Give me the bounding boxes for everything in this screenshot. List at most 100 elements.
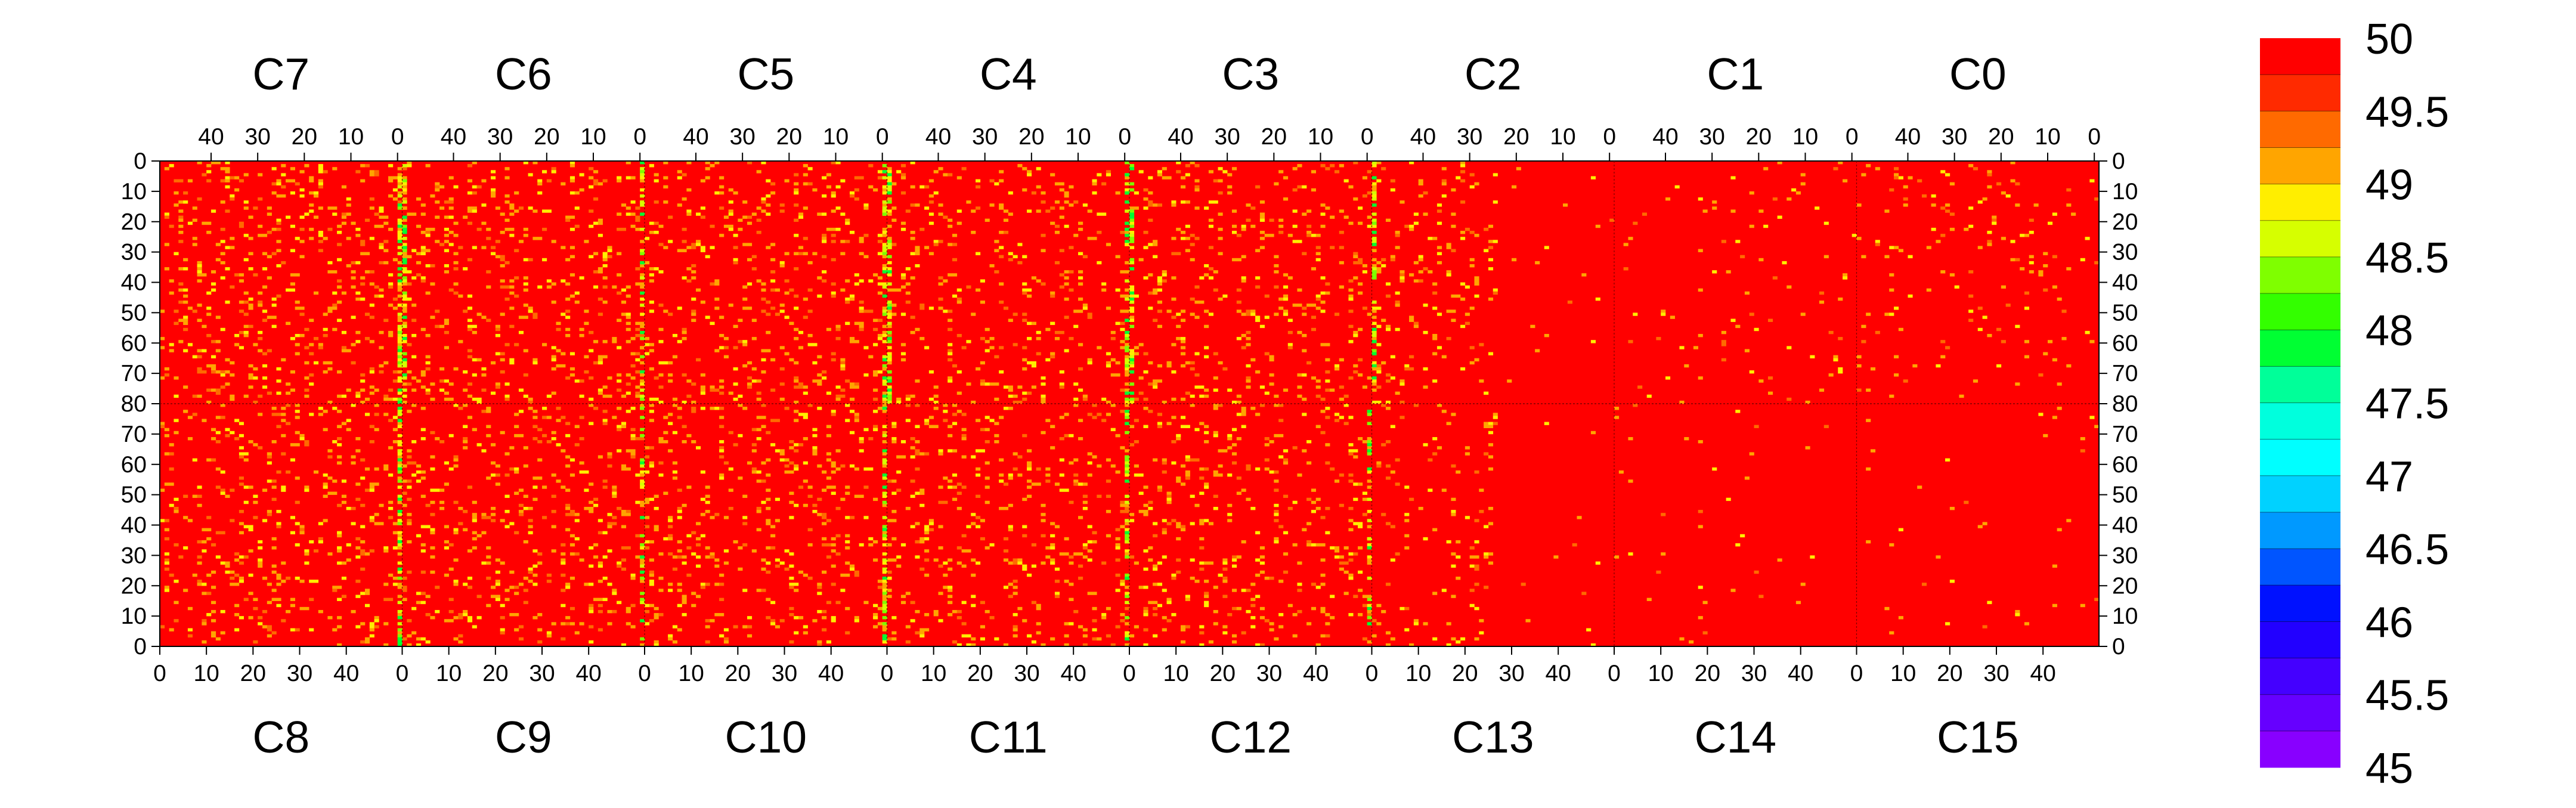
heatmap-cell (1474, 276, 1479, 280)
heatmap-cell (589, 609, 594, 614)
heatmap-cell (1945, 173, 1950, 177)
heatmap-cell (309, 179, 314, 182)
heatmap-cell (397, 234, 402, 237)
heatmap-cell (900, 600, 906, 605)
heatmap-cell (910, 525, 915, 528)
heatmap-cell (1404, 513, 1410, 516)
heatmap-cell (1259, 385, 1265, 389)
heatmap-cell (267, 510, 272, 513)
heatmap-cell (565, 488, 571, 492)
heatmap-cell (369, 270, 374, 274)
heatmap-cell (1460, 367, 1466, 371)
heatmap-cell (295, 410, 300, 413)
heatmap-cell (1353, 252, 1358, 256)
heatmap-cell (710, 619, 715, 623)
heatmap-cell (649, 603, 654, 608)
heatmap-cell (1721, 358, 1726, 362)
heatmap-cell (467, 394, 473, 398)
heatmap-cell (645, 446, 650, 450)
heatmap-cell (770, 243, 776, 246)
heatmap-cell (1460, 179, 1466, 182)
heatmap-cell (593, 221, 599, 225)
heatmap-cell (668, 589, 673, 592)
heatmap-cell (565, 327, 571, 332)
heatmap-cell (258, 349, 263, 352)
heatmap-cell (491, 443, 496, 447)
heatmap-cell (281, 485, 286, 489)
heatmap-cell (425, 640, 431, 644)
heatmap-cell (1236, 476, 1241, 480)
heatmap-cell (472, 519, 477, 522)
heatmap-cell (1054, 567, 1060, 571)
heatmap-cell (1250, 598, 1256, 601)
heatmap-cell (719, 425, 724, 428)
heatmap-cell (439, 488, 445, 492)
heatmap-cell (1143, 197, 1148, 201)
heatmap-cell (822, 543, 827, 547)
heatmap-cell (784, 470, 789, 474)
heatmap-cell (1977, 200, 1983, 204)
heatmap-cell (733, 324, 738, 329)
heatmap-cell (183, 267, 188, 271)
heatmap-cell (840, 288, 846, 292)
heatmap-cell (1027, 461, 1032, 465)
heatmap-cell (812, 449, 818, 453)
heatmap-cell (1306, 224, 1312, 228)
heatmap-cell (281, 173, 286, 177)
heatmap-cell (1166, 422, 1172, 425)
heatmap-cell (1488, 246, 1494, 249)
heatmap-cell (458, 640, 463, 644)
heatmap-cell (1241, 589, 1246, 592)
heatmap-cell (863, 255, 869, 259)
heatmap-cell (845, 297, 850, 301)
heatmap-cell (630, 337, 636, 340)
heatmap-cell (1586, 628, 1592, 631)
heatmap-cell (1358, 358, 1363, 362)
heatmap-cell (374, 388, 379, 392)
heatmap-cell (267, 600, 272, 605)
heatmap-cell (239, 346, 244, 349)
heatmap-cell (994, 434, 999, 438)
heatmap-cell (1050, 558, 1055, 562)
heatmap-cell (1992, 218, 1997, 222)
heatmap-cell (1661, 552, 1666, 556)
heatmap-cell (1633, 404, 1638, 407)
heatmap-cell (561, 485, 566, 489)
heatmap-cell (928, 252, 934, 256)
heatmap-cell (1064, 276, 1069, 280)
heatmap-cell (565, 258, 571, 262)
heatmap-cell (309, 227, 314, 231)
heatmap-cell (569, 191, 575, 195)
heatmap-cell (1488, 267, 1494, 271)
heatmap-cell (1325, 370, 1330, 374)
heatmap-cell (1041, 249, 1046, 252)
heatmap-cell (900, 343, 906, 346)
heatmap-cell (831, 485, 836, 489)
heatmap-cell (248, 440, 253, 444)
heatmap-cell (546, 631, 552, 634)
heatmap-cell (1287, 234, 1293, 237)
heatmap-cell (891, 519, 897, 522)
heatmap-cell (1358, 221, 1363, 225)
heatmap-cell (626, 312, 631, 316)
heatmap-cell (649, 583, 654, 586)
heatmap-cell (654, 528, 659, 531)
heatmap-cell (948, 434, 953, 438)
heatmap-cell (1358, 525, 1363, 528)
heatmap-cell (2043, 264, 2048, 268)
heatmap-cell (756, 470, 761, 474)
heatmap-cell (695, 564, 701, 568)
heatmap-cell (528, 397, 533, 401)
heatmap-cell (1087, 592, 1092, 595)
heatmap-cell (1120, 346, 1125, 349)
heatmap-cell (682, 613, 687, 617)
heatmap-cell (663, 440, 668, 444)
heatmap-cell (835, 385, 841, 389)
heatmap-cell (1903, 185, 1908, 189)
heatmap-cell (924, 549, 930, 553)
heatmap-cell (1460, 297, 1466, 301)
heatmap-cell (905, 282, 911, 286)
heatmap-cell (304, 376, 309, 380)
heatmap-cell (1013, 467, 1018, 471)
heatmap-cell (2080, 258, 2085, 262)
